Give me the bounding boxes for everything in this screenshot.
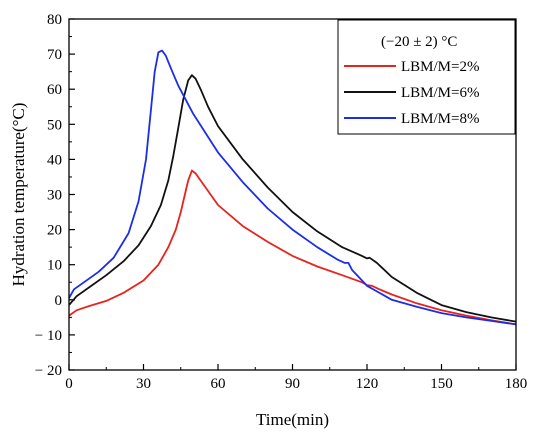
- legend-title: (−20 ± 2) °C: [381, 34, 457, 50]
- y-tick-label: 0: [55, 293, 63, 309]
- x-tick-label: 60: [211, 376, 226, 392]
- y-tick-label: 10: [47, 258, 62, 274]
- series-line-lbm-m-2-: [68, 169, 517, 326]
- y-tick-label: 70: [47, 47, 62, 63]
- x-tick-label: 30: [136, 376, 151, 392]
- y-tick-label: 20: [47, 223, 62, 239]
- legend-label-6pct: LBM/M=6%: [401, 85, 479, 101]
- legend: (−20 ± 2) °C LBM/M=2% LBM/M=6% LBM/M=8%: [337, 19, 516, 135]
- y-tick-label: − 10: [35, 328, 62, 344]
- y-tick-labels: − 20 − 10 0 10 20 30 40 50 60 70 80: [35, 12, 62, 379]
- x-tick-label: 180: [505, 376, 528, 392]
- y-tick-label: 50: [47, 117, 62, 133]
- y-tick-label: 30: [47, 188, 62, 204]
- x-tick-label: 120: [356, 376, 379, 392]
- x-tick-label: 0: [65, 376, 73, 392]
- series-line-lbm-m-6-: [68, 74, 517, 323]
- x-tick-label: 150: [430, 376, 453, 392]
- series-lines: [68, 49, 517, 326]
- y-axis-title: Hydration temperature(°C): [9, 103, 28, 287]
- legend-label-8pct: LBM/M=8%: [401, 111, 479, 127]
- y-tick-label: 40: [47, 152, 62, 168]
- y-tick-label: − 20: [35, 363, 62, 379]
- x-tick-label: 90: [285, 376, 300, 392]
- series-line-lbm-m-8-: [68, 49, 517, 326]
- legend-label-2pct: LBM/M=2%: [401, 59, 479, 75]
- y-tick-label: 80: [47, 12, 62, 28]
- plot-frame: [68, 18, 517, 371]
- legend-box: [337, 19, 516, 135]
- x-tick-labels: 0 30 60 90 120 150 180: [65, 376, 527, 392]
- x-axis-title: Time(min): [256, 410, 329, 429]
- y-tick-label: 60: [47, 82, 62, 98]
